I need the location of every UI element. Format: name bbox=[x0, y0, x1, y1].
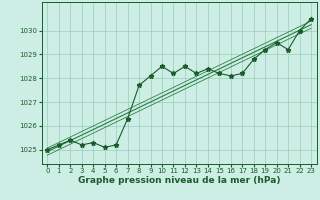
X-axis label: Graphe pression niveau de la mer (hPa): Graphe pression niveau de la mer (hPa) bbox=[78, 176, 280, 185]
